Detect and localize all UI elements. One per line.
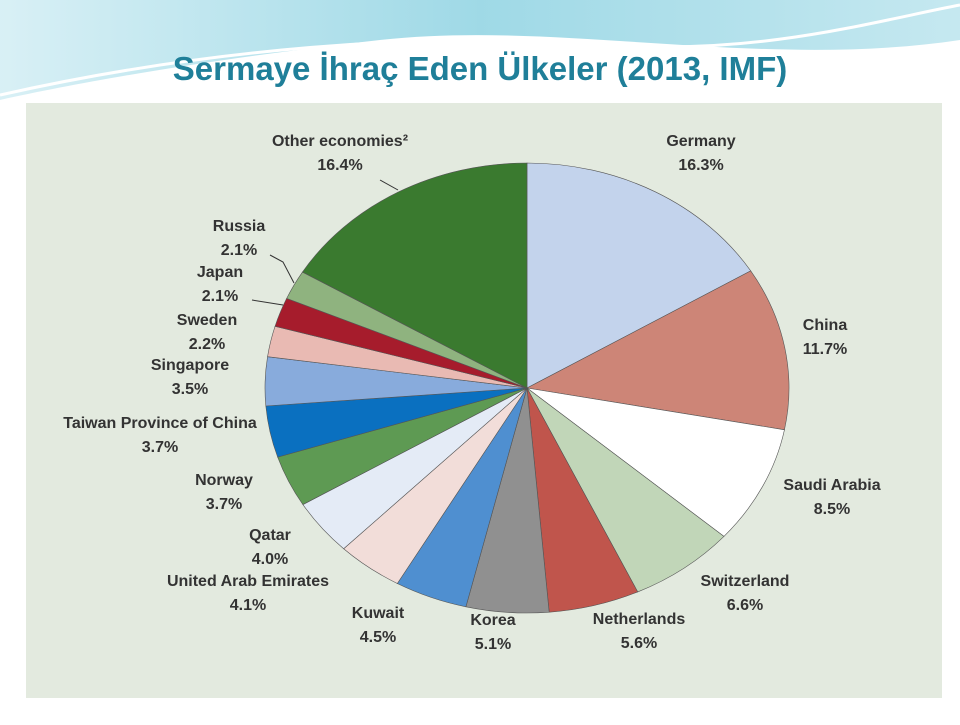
slice-label: Taiwan Province of China (63, 415, 257, 432)
labels: Germany 16.3% China 11.7% Saudi Arabia 8.5% Sw… (63, 133, 880, 653)
slice-label: Germany (666, 133, 735, 150)
slice-label: Other economies² (272, 133, 408, 150)
slice-value: 2.1% (202, 288, 238, 305)
slice-value: 3.5% (172, 381, 208, 398)
slice-value: 4.0% (252, 551, 288, 568)
slice-label: Singapore (151, 357, 229, 374)
pie-slice (526, 387, 785, 537)
slice-value: 5.1% (475, 636, 511, 653)
slice-value: 8.5% (814, 501, 850, 518)
slice-label: Japan (197, 264, 243, 281)
slice-label: Netherlands (593, 611, 686, 628)
slice-value: 2.2% (189, 336, 225, 353)
slice-value: 6.6% (727, 597, 763, 614)
pie-slice (526, 270, 790, 431)
slice-label: Sweden (177, 312, 237, 329)
leader-line (379, 179, 399, 191)
chart-title: Sermaye İhraç Eden Ülkeler (2013, IMF) (173, 50, 787, 87)
slice-value: 3.7% (142, 439, 178, 456)
pie-slice (302, 162, 528, 389)
leader-line (269, 254, 295, 284)
pie (264, 162, 790, 614)
pie-slice (526, 387, 725, 593)
slice-value: 5.6% (621, 635, 657, 652)
leader-line (251, 299, 284, 306)
slice-value: 16.4% (317, 157, 362, 174)
slice-label: Norway (195, 472, 253, 489)
slice-value: 16.3% (678, 157, 723, 174)
slice-value: 2.1% (221, 242, 257, 259)
header-line (0, 3, 960, 97)
slice-label: Saudi Arabia (783, 477, 880, 494)
slice-label: Korea (470, 612, 515, 629)
slice-value: 11.7% (803, 341, 847, 358)
slice-label: Kuwait (352, 605, 405, 622)
slice-label: Russia (213, 218, 266, 235)
slice-value: 3.7% (206, 496, 242, 513)
slice-label: China (803, 317, 848, 334)
pie-slice (526, 162, 752, 389)
slice-label: United Arab Emirates (167, 573, 329, 590)
slice-value: 4.1% (230, 597, 266, 614)
slice-label: Qatar (249, 527, 291, 544)
header-swoosh (0, 0, 960, 100)
slice-label: Switzerland (701, 573, 790, 590)
slice-value: 4.5% (360, 629, 396, 646)
